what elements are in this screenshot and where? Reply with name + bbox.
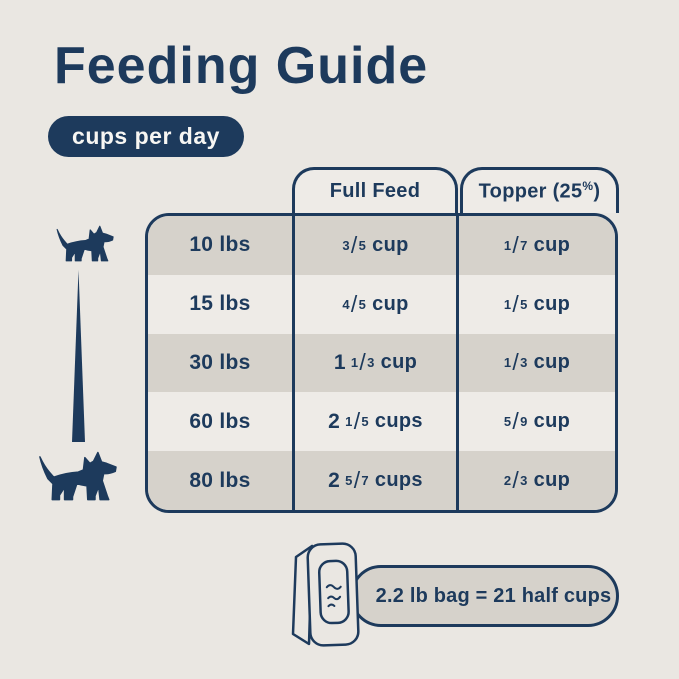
weight-cell: 60 lbs xyxy=(189,409,251,433)
fraction-numerator: 5 xyxy=(345,473,353,489)
page-title: Feeding Guide xyxy=(54,37,429,95)
table-row: 30 lbs 1 1/3 cup 1/3 cup xyxy=(148,333,615,393)
table-row: 60 lbs 2 1/5 cups 5/9 cup xyxy=(148,392,615,452)
fraction-numerator: 1 xyxy=(503,237,512,253)
weight-cell: 80 lbs xyxy=(189,468,251,492)
full-feed-cell: 1 1/3 cup xyxy=(292,333,456,393)
fraction-slash: / xyxy=(512,290,520,317)
fraction-denominator: 3 xyxy=(520,473,528,489)
fraction-numerator: 2 xyxy=(503,473,512,489)
unit-label: cup xyxy=(372,292,409,315)
full-feed-cell: 4/5 cup xyxy=(292,274,456,334)
full-feed-cell: 2 5/7 cups xyxy=(292,451,456,510)
fraction-numerator: 1 xyxy=(345,414,353,430)
fraction-denominator: 3 xyxy=(520,355,528,371)
table-row: 80 lbs 2 5/7 cups 2/3 cup xyxy=(148,451,615,510)
bag-note-label: 2.2 lb bag = 21 half cups xyxy=(375,584,612,607)
unit-label: cup xyxy=(380,351,418,374)
size-scale-wedge-icon xyxy=(72,270,85,442)
table-row: 15 lbs 4/5 cup 1/5 cup xyxy=(148,274,615,334)
feeding-table: 10 lbs 3/5 cup 1/7 cup 15 lbs 4/5 cup 1/5 cu… xyxy=(145,213,618,513)
fraction-numerator: 4 xyxy=(342,296,350,312)
fraction-slash: / xyxy=(350,231,358,258)
fraction-slash: / xyxy=(353,408,361,435)
fraction-denominator: 5 xyxy=(520,296,528,312)
fraction-denominator: 7 xyxy=(520,237,528,253)
unit-label: cup xyxy=(533,233,571,256)
fraction-numerator: 1 xyxy=(503,296,512,312)
percent-superscript: % xyxy=(582,179,594,194)
fraction-denominator: 3 xyxy=(367,355,375,371)
fraction-denominator: 9 xyxy=(520,414,528,430)
table-row: 10 lbs 3/5 cup 1/7 cup xyxy=(148,216,615,275)
fraction-slash: / xyxy=(512,231,520,258)
unit-label: cups xyxy=(374,410,423,433)
kibble-bag-icon xyxy=(291,542,360,647)
unit-label: cup xyxy=(533,469,571,492)
fraction-slash: / xyxy=(512,408,520,435)
fraction-numerator: 5 xyxy=(503,414,512,430)
topper-header-label: Topper (25%) xyxy=(478,179,601,203)
unit-label: cup xyxy=(533,410,571,433)
column-header-topper: Topper (25%) xyxy=(460,167,619,213)
whole-number: 2 xyxy=(328,409,341,433)
full-feed-cell: 2 1/5 cups xyxy=(292,392,456,452)
fraction-slash: / xyxy=(359,349,367,376)
topper-cell: 1/3 cup xyxy=(456,333,615,393)
large-dog-icon xyxy=(39,451,117,501)
fraction-denominator: 7 xyxy=(361,473,369,489)
topper-cell: 5/9 cup xyxy=(456,392,615,452)
whole-number: 1 xyxy=(333,350,346,374)
fraction-slash: / xyxy=(353,467,361,494)
unit-label: cup xyxy=(372,233,409,256)
cups-per-day-badge: cups per day xyxy=(48,116,244,157)
fraction-numerator: 1 xyxy=(503,355,512,371)
fraction-denominator: 5 xyxy=(358,296,367,312)
whole-number: 2 xyxy=(328,468,341,492)
fraction-denominator: 5 xyxy=(361,414,369,430)
unit-label: cups xyxy=(374,469,423,492)
column-header-full-feed: Full Feed xyxy=(292,167,458,213)
fraction-slash: / xyxy=(512,349,520,376)
fraction-numerator: 3 xyxy=(342,237,350,253)
topper-cell: 1/5 cup xyxy=(456,274,615,334)
topper-cell: 2/3 cup xyxy=(456,451,615,510)
fraction-slash: / xyxy=(512,467,520,494)
unit-label: cup xyxy=(533,351,571,374)
weight-cell: 30 lbs xyxy=(189,350,251,374)
full-feed-header-label: Full Feed xyxy=(329,180,421,202)
full-feed-cell: 3/5 cup xyxy=(292,216,456,275)
small-dog-icon xyxy=(56,225,114,262)
fraction-numerator: 1 xyxy=(350,355,359,371)
fraction-denominator: 5 xyxy=(358,237,367,253)
cups-per-day-label: cups per day xyxy=(72,123,220,149)
weight-cell: 10 lbs xyxy=(189,233,251,257)
fraction-slash: / xyxy=(350,290,358,317)
weight-cell: 15 lbs xyxy=(189,292,251,316)
unit-label: cup xyxy=(533,292,571,315)
topper-cell: 1/7 cup xyxy=(456,216,615,275)
bag-note-badge: 2.2 lb bag = 21 half cups xyxy=(350,565,619,627)
